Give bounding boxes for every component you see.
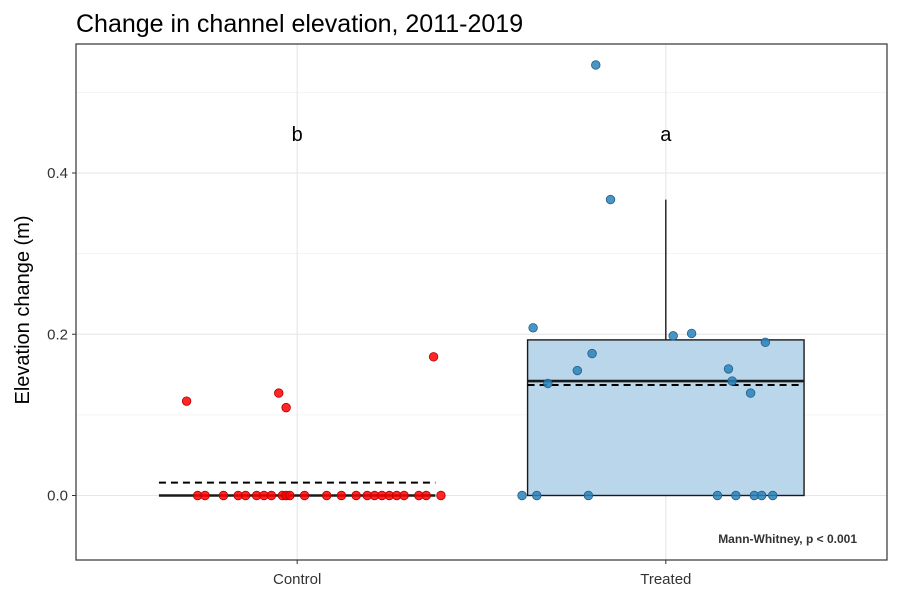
data-point [528, 323, 538, 333]
data-point [723, 364, 734, 374]
y-tick-label: 0.2 [47, 326, 68, 343]
data-point [587, 348, 597, 359]
data-point [299, 490, 310, 501]
data-point [281, 402, 291, 413]
data-point [436, 490, 446, 501]
data-point [583, 490, 594, 501]
data-point [240, 490, 251, 501]
data-point [605, 194, 616, 205]
data-point [572, 365, 583, 376]
data-point [760, 337, 771, 348]
significance-letter: b [292, 124, 303, 146]
data-point [668, 331, 678, 341]
data-point [274, 388, 284, 398]
y-tick-label: 0.0 [47, 488, 68, 505]
data-point [532, 490, 542, 501]
box-iqr [526, 339, 805, 497]
y-tick-label: 0.4 [47, 165, 68, 182]
data-point [712, 490, 723, 501]
boxplots [158, 199, 805, 497]
data-point [421, 490, 431, 501]
data-point [745, 388, 756, 398]
data-point [181, 396, 192, 406]
data-point [428, 352, 439, 362]
stat-test-annotation: Mann-Whitney, p < 0.001 [718, 532, 857, 546]
data-point [285, 490, 295, 501]
data-point [218, 490, 229, 501]
data-point [321, 490, 332, 501]
data-point [336, 490, 347, 501]
y-axis-title: Elevation change (m) [12, 216, 34, 405]
data-point [731, 490, 741, 501]
data-point [591, 60, 601, 70]
data-point [686, 328, 697, 339]
data-point [517, 490, 527, 501]
data-point [768, 490, 778, 501]
data-point [200, 490, 210, 501]
x-tick-label: Control [273, 571, 321, 588]
data-point [266, 490, 277, 501]
data-points [181, 60, 778, 501]
data-point [399, 490, 409, 501]
significance-letter: a [660, 124, 672, 146]
data-point [727, 376, 737, 386]
data-point [351, 490, 361, 501]
data-point [543, 378, 553, 389]
data-point [756, 490, 767, 501]
plot-panel-border [75, 43, 888, 561]
axes: 0.0 0.2 0.4 Control Treated [47, 165, 691, 588]
chart-title: Change in channel elevation, 2011-2019 [76, 10, 523, 38]
x-tick-label: Treated [640, 571, 691, 588]
